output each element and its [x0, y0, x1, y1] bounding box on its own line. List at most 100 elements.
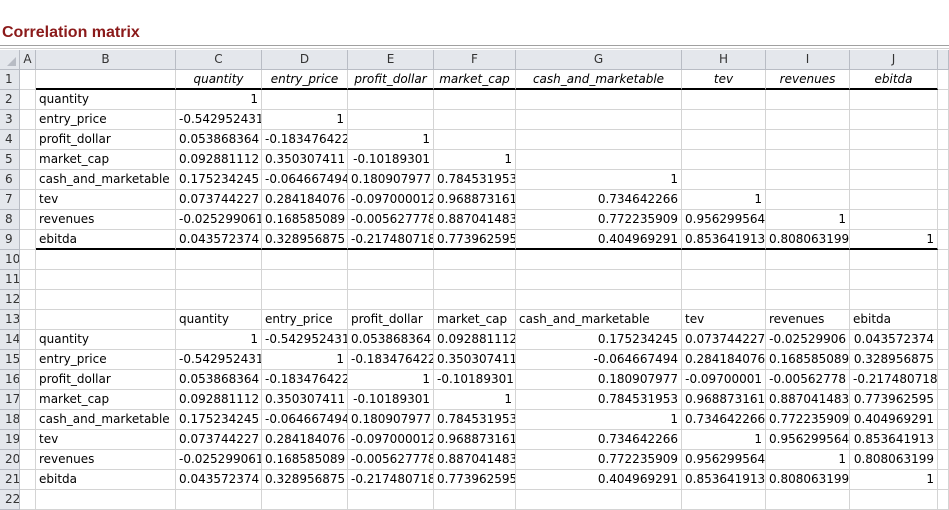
matrix1-value-cell[interactable]: 0.853641913	[682, 230, 766, 250]
matrix2-value-cell[interactable]: 0.853641913	[682, 470, 766, 490]
matrix2-value-cell[interactable]: -0.025299061	[176, 450, 262, 470]
row-header-19[interactable]: 19	[0, 430, 20, 450]
cell[interactable]	[516, 270, 682, 290]
matrix2-value-cell[interactable]: 0.284184076	[682, 350, 766, 370]
matrix1-column-header[interactable]: cash_and_marketable	[516, 70, 682, 90]
matrix2-value-cell[interactable]: 1	[682, 430, 766, 450]
matrix2-value-cell[interactable]: -0.542952431	[176, 350, 262, 370]
column-header-b[interactable]: B	[36, 50, 176, 70]
matrix1-column-header[interactable]: market_cap	[434, 70, 516, 90]
matrix2-value-cell[interactable]: 0.092881112	[434, 330, 516, 350]
matrix2-value-cell[interactable]: 0.404969291	[516, 470, 682, 490]
cell[interactable]	[938, 310, 949, 330]
matrix2-value-cell[interactable]: 0.053868364	[348, 330, 434, 350]
row-header-20[interactable]: 20	[0, 450, 20, 470]
cell[interactable]	[20, 410, 36, 430]
cell[interactable]	[20, 90, 36, 110]
matrix1-value-cell[interactable]	[434, 110, 516, 130]
matrix1-value-cell[interactable]	[682, 110, 766, 130]
matrix2-column-header[interactable]: quantity	[176, 310, 262, 330]
matrix1-value-cell[interactable]: 0.773962595	[434, 230, 516, 250]
matrix1-value-cell[interactable]	[850, 190, 938, 210]
cell[interactable]	[938, 250, 949, 270]
matrix2-column-header[interactable]: revenues	[766, 310, 850, 330]
matrix2-value-cell[interactable]: 0.956299564	[682, 450, 766, 470]
matrix1-value-cell[interactable]	[766, 150, 850, 170]
matrix2-row-label[interactable]: ebitda	[36, 470, 176, 490]
matrix2-value-cell[interactable]: 1	[850, 470, 938, 490]
matrix1-row-label[interactable]: market_cap	[36, 150, 176, 170]
cell[interactable]	[516, 250, 682, 270]
matrix2-value-cell[interactable]: 0.350307411	[434, 350, 516, 370]
matrix1-value-cell[interactable]	[682, 150, 766, 170]
matrix1-value-cell[interactable]	[682, 170, 766, 190]
matrix2-value-cell[interactable]: 0.784531953	[516, 390, 682, 410]
matrix2-value-cell[interactable]: -0.064667494	[262, 410, 348, 430]
matrix2-value-cell[interactable]: 0.773962595	[434, 470, 516, 490]
cell[interactable]	[20, 210, 36, 230]
matrix1-row-label[interactable]: cash_and_marketable	[36, 170, 176, 190]
column-header-e[interactable]: E	[348, 50, 434, 70]
matrix2-row-label[interactable]: market_cap	[36, 390, 176, 410]
cell[interactable]	[262, 490, 348, 510]
matrix1-value-cell[interactable]: 1	[766, 210, 850, 230]
cell[interactable]	[938, 190, 949, 210]
matrix1-value-cell[interactable]: 0.284184076	[262, 190, 348, 210]
matrix1-value-cell[interactable]	[766, 90, 850, 110]
matrix1-value-cell[interactable]	[850, 150, 938, 170]
cell[interactable]	[176, 290, 262, 310]
matrix1-value-cell[interactable]: 0.784531953	[434, 170, 516, 190]
cell[interactable]	[938, 170, 949, 190]
row-header-21[interactable]: 21	[0, 470, 20, 490]
cell[interactable]	[682, 490, 766, 510]
row-header-18[interactable]: 18	[0, 410, 20, 430]
matrix2-row-label[interactable]: revenues	[36, 450, 176, 470]
row-header-2[interactable]: 2	[0, 90, 20, 110]
cell[interactable]	[850, 490, 938, 510]
cell[interactable]	[20, 290, 36, 310]
matrix2-value-cell[interactable]: 0.168585089	[262, 450, 348, 470]
matrix2-value-cell[interactable]: 0.772235909	[766, 410, 850, 430]
matrix2-value-cell[interactable]: 1	[262, 350, 348, 370]
cell[interactable]	[682, 250, 766, 270]
cell[interactable]	[434, 490, 516, 510]
cell[interactable]	[766, 250, 850, 270]
matrix2-value-cell[interactable]: 0.175234245	[516, 330, 682, 350]
cell[interactable]	[938, 490, 949, 510]
cell[interactable]	[36, 70, 176, 90]
matrix2-column-header[interactable]: market_cap	[434, 310, 516, 330]
cell[interactable]	[850, 250, 938, 270]
matrix2-value-cell[interactable]: 0.284184076	[262, 430, 348, 450]
cell[interactable]	[766, 290, 850, 310]
matrix2-value-cell[interactable]: 0.853641913	[850, 430, 938, 450]
matrix1-value-cell[interactable]: 1	[850, 230, 938, 250]
matrix2-value-cell[interactable]: -0.542952431	[262, 330, 348, 350]
cell[interactable]	[938, 350, 949, 370]
matrix1-value-cell[interactable]: -0.542952431	[176, 110, 262, 130]
matrix1-value-cell[interactable]: -0.005627778	[348, 210, 434, 230]
matrix1-value-cell[interactable]: 0.968873161	[434, 190, 516, 210]
matrix2-value-cell[interactable]: 1	[434, 390, 516, 410]
cell[interactable]	[20, 150, 36, 170]
cell[interactable]	[938, 330, 949, 350]
cell[interactable]	[850, 270, 938, 290]
cell[interactable]	[36, 250, 176, 270]
matrix1-value-cell[interactable]	[348, 90, 434, 110]
matrix2-value-cell[interactable]: -0.02529906	[766, 330, 850, 350]
cell[interactable]	[766, 270, 850, 290]
matrix2-value-cell[interactable]: 1	[176, 330, 262, 350]
matrix2-column-header[interactable]: tev	[682, 310, 766, 330]
matrix2-value-cell[interactable]: 0.350307411	[262, 390, 348, 410]
row-header-9[interactable]: 9	[0, 230, 20, 250]
matrix1-row-label[interactable]: tev	[36, 190, 176, 210]
matrix2-value-cell[interactable]: 0.968873161	[682, 390, 766, 410]
cell[interactable]	[20, 490, 36, 510]
matrix2-row-label[interactable]: tev	[36, 430, 176, 450]
cell[interactable]	[938, 150, 949, 170]
matrix2-value-cell[interactable]: -0.09700001	[682, 370, 766, 390]
matrix2-value-cell[interactable]: 0.043572374	[176, 470, 262, 490]
matrix1-column-header[interactable]: revenues	[766, 70, 850, 90]
matrix1-value-cell[interactable]: 0.772235909	[516, 210, 682, 230]
matrix1-value-cell[interactable]	[850, 210, 938, 230]
cell[interactable]	[176, 250, 262, 270]
